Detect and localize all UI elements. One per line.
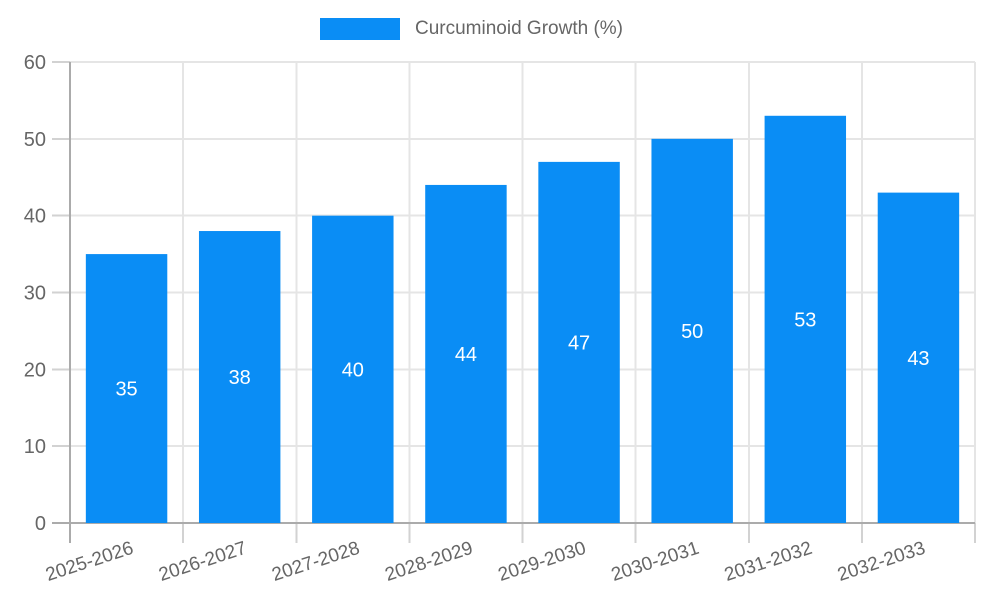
bar-value-label: 43 [907, 348, 929, 370]
bar[interactable] [877, 192, 960, 523]
bar-value-label: 38 [229, 367, 251, 389]
x-tick-label: 2025-2026 [43, 538, 136, 586]
y-tick-label: 30 [24, 283, 46, 305]
legend-swatch[interactable] [320, 18, 400, 40]
bar[interactable] [764, 115, 847, 524]
legend-label: Curcuminoid Growth (%) [415, 18, 623, 39]
bar-value-label: 53 [794, 309, 816, 331]
bar[interactable] [312, 215, 394, 523]
x-tick-label: 2030-2031 [609, 538, 702, 586]
bar[interactable] [425, 184, 507, 523]
bar-value-label: 40 [342, 359, 364, 381]
y-tick-label: 10 [24, 436, 46, 458]
x-tick-label: 2026-2027 [156, 538, 249, 586]
bar-value-label: 50 [681, 321, 703, 343]
y-tick-label: 40 [24, 206, 46, 228]
x-tick-label: 2028-2029 [383, 538, 476, 586]
y-tick-label: 60 [24, 52, 46, 74]
bar[interactable] [85, 254, 168, 524]
y-tick-label: 50 [24, 129, 46, 151]
x-tick-label: 2029-2030 [496, 538, 589, 586]
x-tick-label: 2031-2032 [722, 538, 815, 586]
x-tick-label: 2032-2033 [835, 538, 928, 586]
bar-value-label: 44 [455, 344, 477, 366]
bar-value-label: 47 [568, 332, 590, 354]
bar[interactable] [651, 138, 733, 524]
bar-value-label: 35 [115, 379, 137, 401]
y-tick-label: 20 [24, 359, 46, 381]
legend-item[interactable]: Curcuminoid Growth (%) [320, 18, 623, 40]
y-tick-label: 0 [35, 513, 46, 535]
x-tick-label: 2027-2028 [269, 538, 362, 586]
bar[interactable] [538, 161, 620, 523]
bar[interactable] [198, 231, 281, 524]
